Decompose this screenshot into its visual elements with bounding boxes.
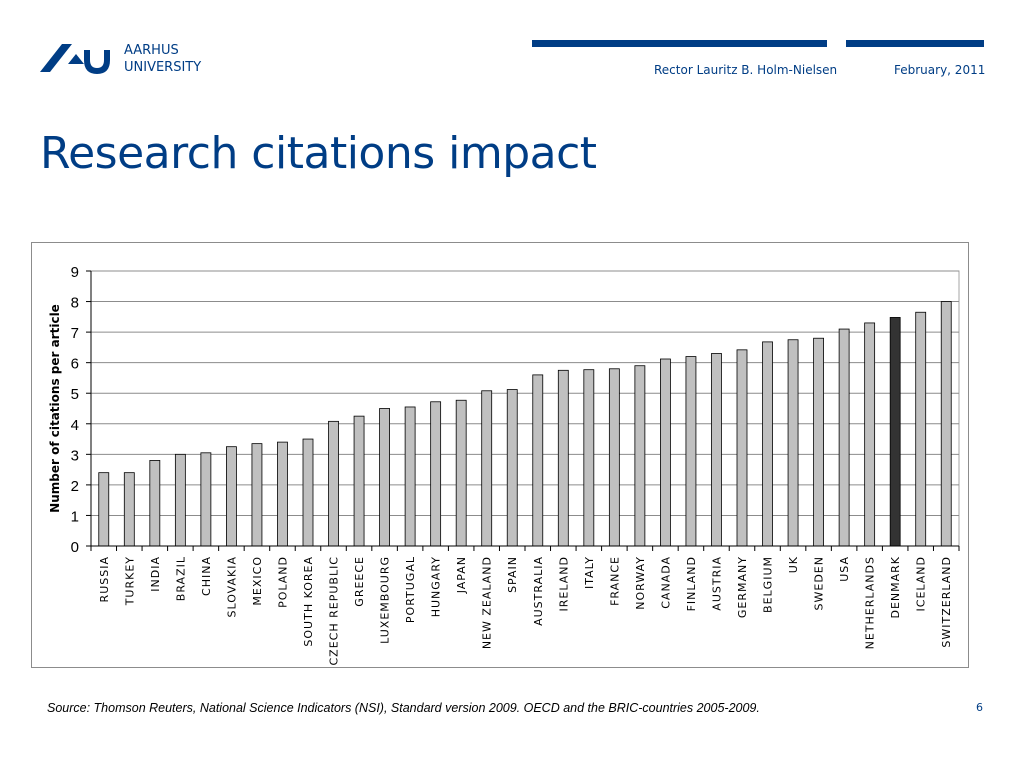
bar [455, 399, 467, 547]
x-tick-label: USA [838, 556, 851, 582]
x-tick-label: SLOVAKIA [225, 556, 238, 618]
presentation-date: February, 2011 [894, 63, 986, 77]
x-tick-label: SWEDEN [813, 556, 826, 610]
bar [787, 339, 799, 547]
x-tick-label: UK [787, 556, 800, 573]
bar [634, 365, 646, 547]
x-tick-label: NEW ZEALAND [481, 556, 494, 649]
bar [583, 369, 595, 547]
bar [200, 452, 212, 547]
aarhus-university-logo-icon [40, 44, 110, 74]
x-tick-label: JAPAN [455, 556, 468, 594]
plot-area [90, 270, 960, 547]
bar [251, 443, 263, 547]
bar [277, 441, 288, 547]
y-tick-label: 7 [71, 325, 79, 342]
x-tick-label: HUNGARY [430, 556, 443, 617]
y-tick-label: 8 [71, 295, 79, 312]
x-tick-label: TURKEY [123, 556, 136, 606]
bar [98, 472, 110, 547]
y-tick-label: 4 [71, 417, 79, 434]
bar [660, 358, 671, 547]
bar [174, 453, 186, 547]
x-tick-label: FRANCE [608, 556, 621, 606]
bar [328, 420, 339, 547]
header-rule-left [532, 40, 827, 47]
presenter-name: Rector Lauritz B. Holm-Nielsen [654, 63, 838, 77]
bar [379, 408, 390, 547]
x-tick-label: IRELAND [557, 556, 570, 611]
bar [506, 389, 518, 547]
y-tick-label: 2 [71, 478, 79, 495]
bar [557, 369, 569, 547]
x-tick-label: LUXEMBOURG [379, 556, 392, 644]
x-tick-label: BELGIUM [762, 556, 775, 613]
bar [430, 401, 442, 547]
bar [532, 374, 544, 547]
x-tick-label: GERMANY [736, 556, 749, 618]
y-axis-label: Number of citations per article [48, 304, 62, 513]
bar [481, 390, 493, 547]
source-note: Source: Thomson Reuters, National Scienc… [47, 701, 760, 715]
bar [685, 356, 697, 547]
x-tick-label: ICELAND [915, 556, 928, 611]
bar [813, 337, 824, 547]
x-tick-label: CHINA [200, 556, 213, 596]
bar [889, 317, 901, 547]
header-rule-right [846, 40, 984, 47]
x-tick-label: CZECH REPUBLIC [328, 556, 341, 666]
x-tick-label: RUSSIA [98, 556, 111, 602]
x-tick-label: NETHERLANDS [864, 556, 877, 649]
logo-line-1: AARHUS [124, 43, 179, 58]
page-number: 6 [976, 701, 983, 714]
x-tick-label: SWITZERLAND [940, 556, 953, 648]
x-tick-label: NORWAY [634, 556, 647, 610]
x-tick-label: GREECE [353, 556, 366, 607]
bar [149, 460, 161, 547]
x-tick-label: DENMARK [889, 556, 902, 619]
page-title: Research citations impact [40, 128, 597, 179]
x-tick-label: PORTUGAL [404, 556, 417, 623]
x-tick-label: BRAZIL [174, 556, 187, 601]
bar [762, 341, 773, 547]
y-tick-label: 3 [71, 447, 79, 464]
y-tick-label: 0 [71, 539, 79, 556]
x-tick-label: FINLAND [685, 556, 698, 611]
x-tick-label: AUSTRALIA [532, 556, 545, 626]
x-tick-label: SPAIN [506, 556, 519, 593]
x-tick-label: MEXICO [251, 556, 264, 606]
x-tick-label: AUSTRIA [710, 556, 723, 611]
bar [864, 322, 876, 547]
university-name: AARHUS UNIVERSITY [124, 42, 201, 76]
y-tick-label: 1 [71, 508, 79, 525]
y-tick-label: 5 [71, 386, 79, 403]
x-tick-label: CANADA [659, 556, 672, 609]
y-tick-label: 9 [71, 264, 79, 281]
logo-line-2: UNIVERSITY [124, 60, 202, 75]
bar [915, 311, 927, 547]
chart-frame: 0 1 2 3 4 5 6 7 8 9 Number of citations per articl… [31, 242, 969, 668]
bar [353, 415, 365, 547]
bar [608, 368, 620, 547]
x-tick-label: INDIA [149, 556, 162, 592]
bar [711, 353, 722, 547]
y-tick-label: 6 [71, 356, 79, 373]
bar [226, 446, 237, 547]
bar-chart: 0 1 2 3 4 5 6 7 8 9 Number of citations per articl… [48, 264, 960, 666]
bar [838, 328, 850, 547]
bar [302, 438, 314, 547]
bar [940, 301, 952, 547]
x-tick-label: POLAND [276, 556, 289, 608]
x-tick-label: ITALY [583, 556, 596, 589]
bar [736, 349, 748, 547]
bar [404, 406, 416, 547]
x-tick-label: SOUTH KOREA [302, 556, 315, 647]
bar [123, 472, 135, 547]
